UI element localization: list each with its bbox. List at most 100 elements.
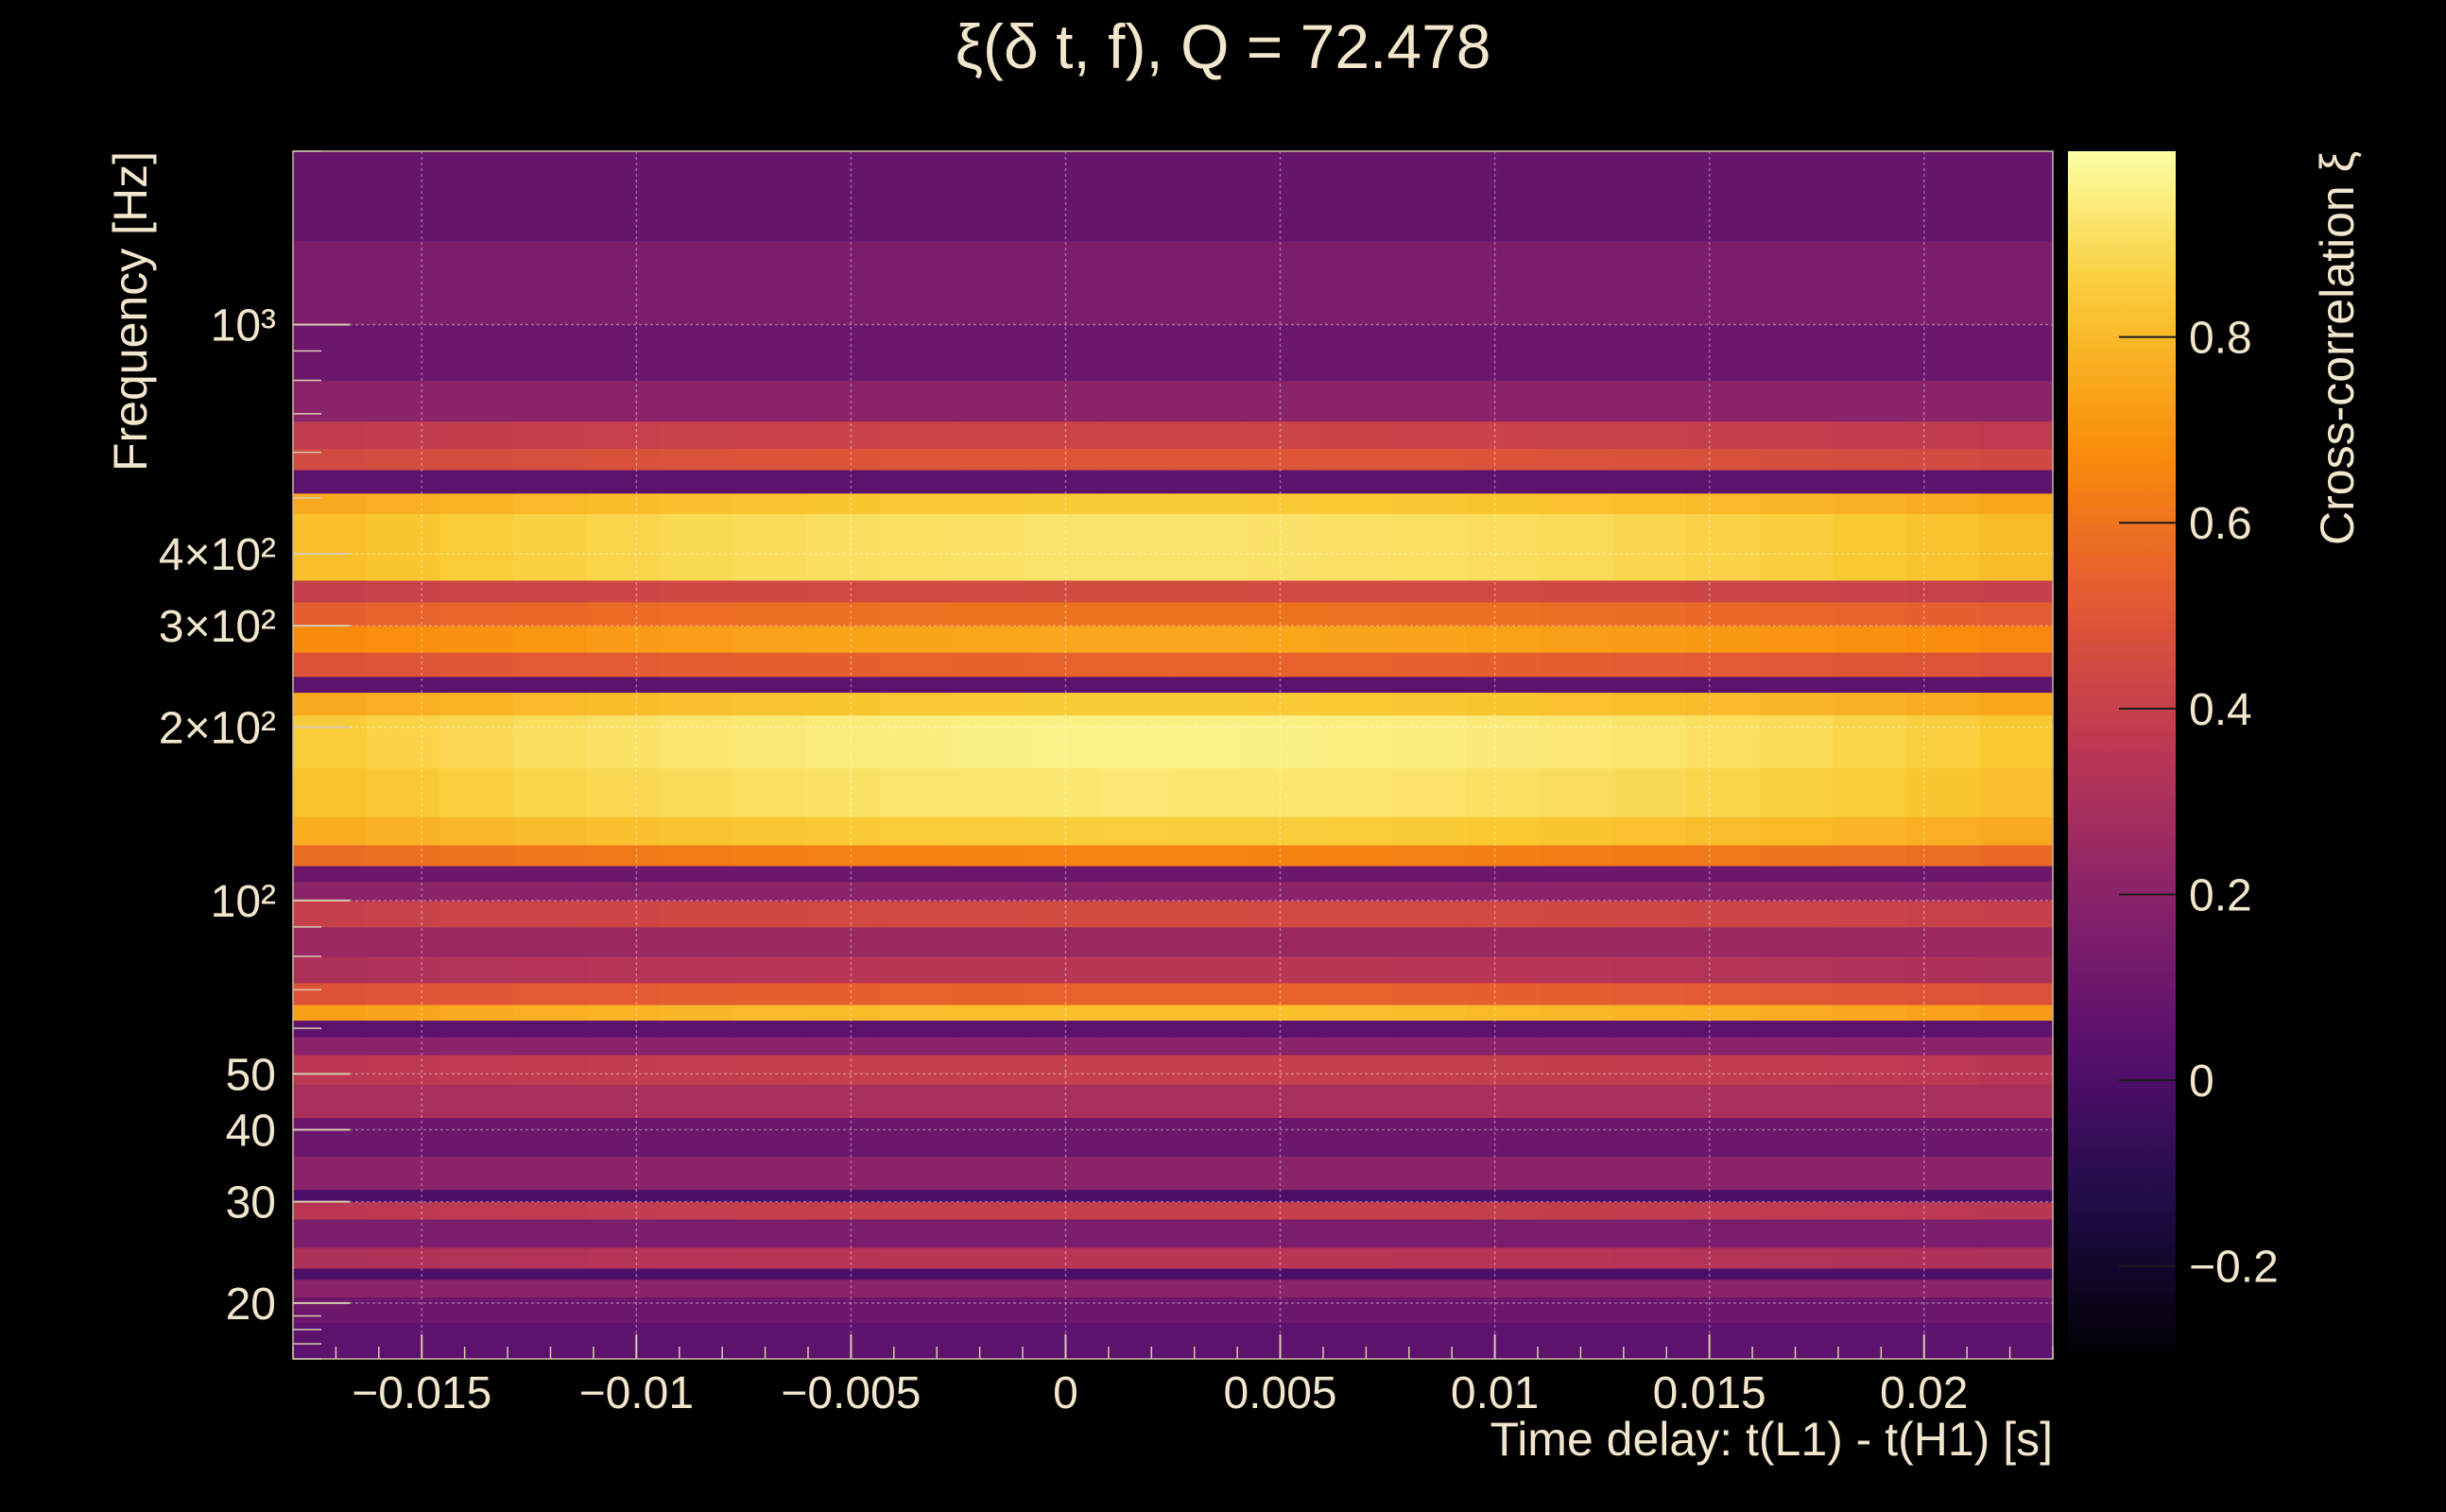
heatmap-cell (1539, 324, 1614, 382)
heatmap-cell (659, 448, 734, 471)
heatmap-cell (1686, 513, 1761, 581)
heatmap-cell (1905, 448, 1981, 471)
heatmap-cell (1539, 865, 1614, 883)
heatmap-cell (1392, 240, 1467, 326)
heatmap-cell (1392, 1156, 1467, 1191)
heatmap-cell (293, 652, 368, 678)
heatmap-cell (586, 1322, 661, 1360)
heatmap-cell (1319, 676, 1394, 694)
heatmap-cell (1979, 240, 2054, 326)
heatmap-cell (732, 767, 807, 817)
heatmap-cell (1099, 1279, 1174, 1297)
heatmap-cell (1686, 324, 1761, 382)
heatmap-cell (732, 1322, 807, 1360)
plot-frame (292, 150, 2054, 1360)
heatmap-cell (1099, 714, 1174, 769)
heatmap-cell (1466, 1218, 1541, 1248)
heatmap-cell (732, 982, 807, 1005)
heatmap-cell (1392, 816, 1467, 846)
heatmap-cell (1466, 626, 1541, 653)
heatmap-cell (879, 513, 954, 581)
heatmap-cell (732, 865, 807, 883)
heatmap-cell (806, 1117, 881, 1157)
heatmap-cell (439, 767, 514, 817)
heatmap-cell (293, 865, 368, 883)
heatmap-cell (1905, 1322, 1981, 1360)
heatmap-cell (1392, 844, 1467, 867)
heatmap-cell (1025, 1020, 1101, 1038)
heatmap-cell (806, 1218, 881, 1248)
heatmap-cell (1319, 626, 1394, 653)
heatmap-cell (1246, 151, 1320, 242)
heatmap-cell (1833, 1055, 1907, 1085)
heatmap-cell (512, 601, 587, 627)
heatmap-cell (806, 844, 881, 867)
heatmap-cell (1833, 1189, 1907, 1203)
heatmap-cell (1539, 881, 1614, 902)
heatmap-cell (1466, 240, 1541, 326)
heatmap-cell (953, 579, 1027, 603)
heatmap-cell (1979, 1322, 2054, 1360)
heatmap-cell (1173, 324, 1248, 382)
heatmap-cell (439, 844, 514, 867)
heatmap-cell (293, 448, 368, 471)
heatmap-cell (366, 421, 440, 449)
heatmap-cell (1246, 1156, 1320, 1191)
heatmap-cell (1905, 1279, 1981, 1297)
heatmap-cell (586, 1037, 661, 1056)
heatmap-cell (512, 1004, 587, 1022)
heatmap-cell (659, 240, 734, 326)
heatmap-cell (953, 1055, 1027, 1085)
heatmap-cell (1979, 626, 2054, 653)
heatmap-cell (1539, 956, 1614, 984)
heatmap-cell (953, 865, 1027, 883)
heatmap-cell (439, 926, 514, 957)
heatmap-cell (1466, 956, 1541, 984)
heatmap-cell (1246, 324, 1320, 382)
heatmap-cell (879, 1004, 954, 1022)
heatmap-cell (1686, 1267, 1761, 1280)
heatmap-cell (806, 676, 881, 694)
heatmap-cell (1612, 324, 1687, 382)
heatmap-cell (1539, 1218, 1614, 1248)
heatmap-cell (1612, 240, 1687, 326)
heatmap-cell (1392, 492, 1467, 514)
y-tick-label: 2×10² (159, 703, 276, 753)
heatmap-cell (732, 1246, 807, 1269)
heatmap-cell (1686, 1117, 1761, 1157)
heatmap-cell (1833, 1020, 1907, 1038)
y-tick-label: 20 (226, 1280, 276, 1330)
heatmap-cell (1173, 1322, 1248, 1360)
heatmap-cell (1025, 492, 1101, 514)
heatmap-cell (1099, 1117, 1174, 1157)
heatmap-cell (659, 380, 734, 422)
colorbar-tick-label: 0.8 (2189, 314, 2252, 364)
heatmap-cell (1173, 1279, 1248, 1297)
heatmap-cell (953, 469, 1027, 494)
heatmap-cell (1979, 676, 2054, 694)
heatmap-cell (366, 1004, 440, 1022)
heatmap-cell (1173, 1246, 1248, 1269)
heatmap-cell (366, 956, 440, 984)
heatmap-cell (1392, 1084, 1467, 1119)
heatmap-cell (1686, 714, 1761, 769)
heatmap-cell (366, 1084, 440, 1119)
heatmap-cell (953, 1004, 1027, 1022)
heatmap-cell (1905, 881, 1981, 902)
colorbar-ticks (2119, 335, 2176, 1267)
heatmap-cell (1099, 865, 1174, 883)
heatmap-cell (732, 1055, 807, 1085)
heatmap-cell (1173, 579, 1248, 603)
heatmap-cell (1173, 492, 1248, 514)
heatmap-cell (879, 324, 954, 382)
heatmap-cell (879, 1037, 954, 1056)
heatmap-cell (732, 492, 807, 514)
heatmap-cell (1173, 926, 1248, 957)
heatmap-cell (732, 1084, 807, 1119)
heatmap-cell (1319, 1201, 1394, 1220)
heatmap-cell (732, 324, 807, 382)
heatmap-cell (1392, 1279, 1467, 1297)
heatmap-cell (1979, 1117, 2054, 1157)
heatmap-cell (806, 1267, 881, 1280)
heatmap-cell (732, 714, 807, 769)
